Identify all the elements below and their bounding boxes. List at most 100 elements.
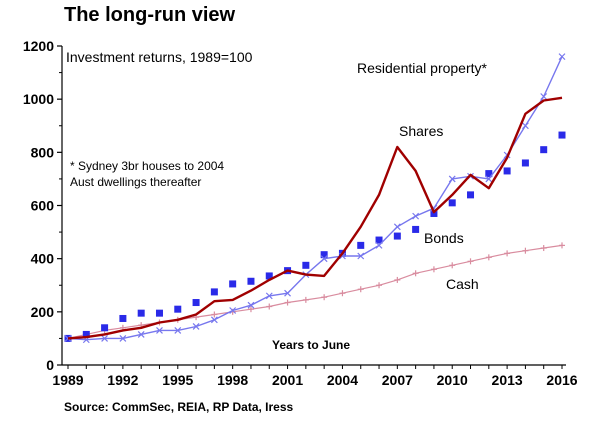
point-cash [485, 254, 492, 261]
point-cash [284, 299, 291, 306]
point-bonds [247, 277, 255, 285]
point-cash [339, 290, 346, 297]
label-bonds: Bonds [424, 230, 464, 246]
point-residential-property [485, 175, 493, 183]
x-tick-label-6: 2007 [382, 372, 413, 388]
point-bonds [558, 131, 566, 139]
point-residential-property [137, 331, 145, 338]
point-cash [540, 245, 547, 252]
point-residential-property [210, 316, 218, 324]
point-cash [504, 250, 511, 257]
point-residential-property-stroke [247, 301, 255, 309]
point-cash [247, 306, 254, 313]
point-cash [266, 303, 273, 310]
x-tick-label-3: 1998 [217, 372, 248, 388]
point-bonds [82, 330, 90, 338]
point-residential-property [393, 223, 401, 231]
point-residential-property-stroke [210, 316, 218, 324]
point-bonds [137, 309, 145, 317]
point-bonds [192, 299, 200, 307]
x-axis-title: Years to June [272, 338, 350, 352]
point-residential-property [101, 334, 109, 342]
x-tick-label-9: 2016 [546, 372, 577, 388]
point-residential-property-stroke [357, 252, 365, 260]
point-residential-property [375, 241, 383, 249]
point-residential-property-stroke [229, 307, 237, 314]
point-bonds [503, 167, 511, 175]
point-residential-property-stroke [558, 53, 566, 61]
point-residential-property [156, 327, 163, 334]
x-tick-label-0: 1989 [52, 372, 83, 388]
y-tick-label-5: 1000 [23, 91, 54, 107]
point-cash [449, 262, 456, 269]
point-bonds [375, 236, 383, 244]
point-residential-property-stroke [174, 327, 182, 334]
point-residential-property [521, 122, 529, 130]
point-bonds [265, 272, 273, 280]
point-residential-property [174, 327, 182, 334]
point-residential-property-stroke [540, 93, 548, 100]
point-residential-property-stroke [101, 334, 109, 342]
point-bonds [302, 261, 310, 269]
point-cash [376, 282, 383, 289]
point-residential-property [192, 323, 200, 330]
x-tick-label-8: 2013 [492, 372, 523, 388]
point-bonds [119, 314, 127, 322]
point-bonds [101, 324, 109, 332]
point-bonds [467, 191, 475, 199]
point-cash [412, 270, 419, 277]
point-residential-property [412, 212, 420, 220]
point-residential-property-stroke [265, 292, 273, 300]
point-residential-property [558, 53, 566, 61]
point-residential-property [247, 301, 255, 309]
x-tick-label-2: 1995 [162, 372, 193, 388]
point-residential-property-stroke [448, 175, 456, 183]
point-bonds [485, 170, 493, 178]
y-tick-label-4: 800 [31, 144, 55, 160]
series-line-residential-property [67, 56, 563, 341]
point-residential-property [448, 175, 456, 183]
x-tick-label-1: 1992 [107, 372, 138, 388]
point-residential-property [119, 334, 127, 342]
chart-source: Source: CommSec, REIA, RP Data, Iress [64, 400, 294, 414]
series-line-cash [67, 244, 563, 339]
series-layer [64, 53, 566, 344]
point-residential-property [229, 307, 237, 314]
y-tick-label-0: 0 [46, 357, 54, 373]
point-residential-property [64, 334, 72, 342]
point-residential-property-stroke [412, 212, 420, 220]
point-cash [357, 286, 364, 293]
point-cash [211, 311, 218, 318]
series-line-shares [67, 96, 563, 340]
point-residential-property-stroke [284, 289, 291, 297]
point-residential-property [284, 289, 291, 297]
point-residential-property [320, 255, 328, 263]
chart-subtitle: Investment returns, 1989=100 [66, 49, 253, 65]
chart-note-line-1: * Sydney 3br houses to 2004 [70, 159, 224, 173]
point-cash [394, 276, 401, 283]
point-bonds [357, 241, 365, 249]
x-tick-label-7: 2010 [437, 372, 468, 388]
point-bonds [229, 280, 237, 288]
y-tick-label-1: 200 [31, 304, 55, 320]
point-residential-property-stroke [320, 255, 328, 263]
y-tick-label-6: 1200 [23, 38, 54, 54]
point-cash [559, 242, 565, 249]
label-shares: Shares [399, 123, 443, 139]
point-bonds [174, 305, 182, 313]
point-residential-property-stroke [156, 327, 163, 334]
label-residential-property: Residential property* [357, 60, 488, 76]
point-bonds [320, 251, 328, 259]
point-bonds [521, 159, 529, 167]
point-residential-property-stroke [137, 331, 145, 338]
point-bonds [155, 309, 163, 317]
point-residential-property-stroke [192, 323, 200, 330]
y-tick-label-2: 400 [31, 251, 55, 267]
point-residential-property-stroke [64, 334, 72, 342]
point-residential-property-stroke [485, 175, 493, 183]
point-cash [467, 258, 474, 265]
point-bonds [540, 146, 548, 154]
point-residential-property [265, 292, 273, 300]
point-residential-property [357, 252, 365, 260]
